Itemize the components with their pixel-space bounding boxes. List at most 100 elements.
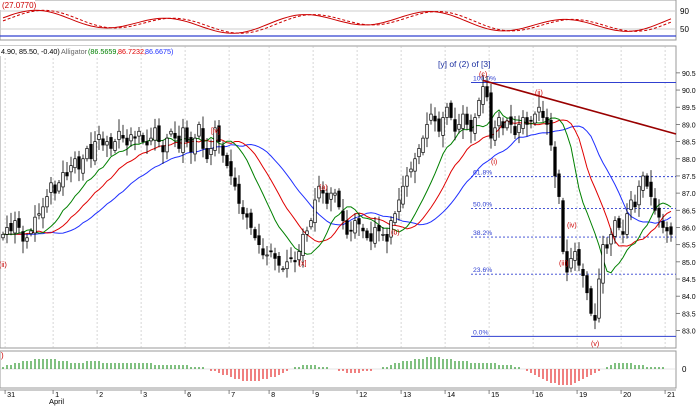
candle[interactable] — [113, 141, 117, 151]
candle[interactable] — [145, 141, 149, 146]
candle[interactable] — [641, 175, 645, 191]
candle[interactable] — [345, 220, 349, 235]
candle[interactable] — [33, 216, 37, 234]
candle[interactable] — [21, 231, 25, 242]
candle[interactable] — [109, 137, 113, 149]
candle[interactable] — [373, 227, 377, 244]
candle[interactable] — [581, 269, 585, 276]
candle[interactable] — [645, 175, 649, 187]
candle[interactable] — [473, 117, 477, 134]
candle[interactable] — [621, 231, 625, 235]
candle[interactable] — [189, 137, 193, 153]
candle[interactable] — [105, 141, 109, 146]
candle[interactable] — [421, 137, 425, 153]
candle[interactable] — [413, 158, 417, 172]
candle[interactable] — [397, 199, 401, 213]
candle[interactable] — [89, 143, 93, 160]
candle[interactable] — [37, 213, 41, 216]
candle[interactable] — [433, 115, 437, 122]
candle[interactable] — [533, 113, 537, 124]
candle[interactable] — [369, 233, 373, 242]
candle[interactable] — [49, 182, 53, 193]
candle[interactable] — [1, 233, 5, 239]
candle[interactable] — [245, 213, 249, 218]
candle[interactable] — [389, 220, 393, 238]
candle[interactable] — [117, 130, 121, 140]
candle[interactable] — [493, 127, 497, 141]
candle[interactable] — [237, 183, 241, 204]
candle[interactable] — [193, 137, 197, 155]
candle[interactable] — [213, 127, 217, 151]
candle[interactable] — [69, 165, 73, 173]
candle[interactable] — [393, 213, 397, 224]
candle[interactable] — [137, 130, 141, 137]
candle[interactable] — [669, 226, 673, 235]
candle[interactable] — [501, 121, 505, 129]
candle[interactable] — [541, 110, 545, 118]
candle[interactable] — [101, 138, 105, 146]
candle[interactable] — [377, 225, 381, 232]
candle[interactable] — [265, 254, 269, 257]
candle[interactable] — [609, 233, 613, 245]
candle[interactable] — [293, 260, 297, 263]
candle[interactable] — [585, 275, 589, 294]
candle[interactable] — [537, 106, 541, 113]
candle[interactable] — [429, 113, 433, 121]
candle[interactable] — [61, 172, 65, 188]
candle[interactable] — [153, 127, 157, 141]
candle[interactable] — [209, 148, 213, 155]
candle[interactable] — [485, 86, 489, 98]
candle[interactable] — [197, 124, 201, 137]
candle[interactable] — [509, 116, 513, 125]
candle[interactable] — [497, 117, 501, 127]
candle[interactable] — [505, 120, 509, 129]
candle[interactable] — [73, 158, 77, 169]
candle[interactable] — [337, 190, 341, 208]
candle[interactable] — [365, 230, 369, 239]
candle[interactable] — [625, 213, 629, 235]
candle[interactable] — [661, 220, 665, 228]
candle[interactable] — [221, 145, 225, 156]
candle[interactable] — [169, 130, 173, 135]
candle[interactable] — [333, 192, 337, 196]
candle[interactable] — [281, 268, 285, 271]
candle[interactable] — [569, 258, 573, 269]
candle[interactable] — [5, 227, 9, 235]
candle[interactable] — [181, 127, 185, 153]
candle[interactable] — [45, 196, 49, 208]
candle[interactable] — [165, 137, 169, 153]
candle[interactable] — [297, 251, 301, 261]
candle[interactable] — [201, 128, 205, 149]
candle[interactable] — [665, 227, 669, 232]
candle[interactable] — [657, 207, 661, 218]
candle[interactable] — [525, 117, 529, 125]
candle[interactable] — [353, 220, 357, 234]
candle[interactable] — [477, 100, 481, 116]
candle[interactable] — [449, 102, 453, 118]
candle[interactable] — [85, 148, 89, 160]
candle[interactable] — [249, 212, 253, 228]
candle[interactable] — [461, 113, 465, 129]
candle[interactable] — [277, 255, 281, 266]
candle[interactable] — [205, 148, 209, 160]
candle[interactable] — [133, 136, 137, 139]
candle[interactable] — [629, 199, 633, 210]
candle[interactable] — [225, 154, 229, 166]
candle[interactable] — [261, 248, 265, 256]
candle[interactable] — [437, 118, 441, 132]
candle[interactable] — [425, 124, 429, 139]
candle[interactable] — [301, 233, 305, 256]
candle[interactable] — [317, 185, 321, 199]
candle[interactable] — [17, 218, 21, 228]
candle[interactable] — [577, 249, 581, 266]
candle[interactable] — [357, 218, 361, 225]
candle[interactable] — [409, 168, 413, 173]
candle[interactable] — [149, 137, 153, 142]
candle[interactable] — [381, 233, 385, 236]
candle[interactable] — [161, 145, 165, 153]
candle[interactable] — [517, 124, 521, 134]
candle[interactable] — [601, 244, 605, 284]
candle[interactable] — [445, 106, 449, 118]
candle[interactable] — [565, 251, 569, 273]
candle[interactable] — [305, 230, 309, 235]
